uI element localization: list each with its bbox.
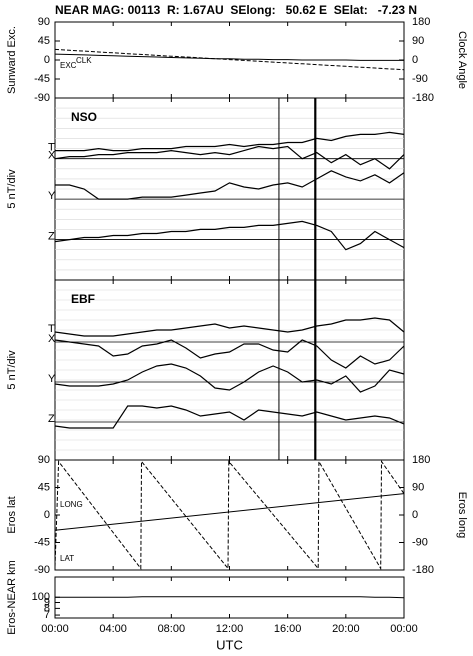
data-line (54, 339, 405, 369)
y2-tick-label: 0 (412, 509, 418, 521)
panel-frame (54, 459, 405, 571)
data-line (54, 145, 405, 170)
y-axis-label: Sunward Exc. (6, 26, 18, 94)
y-axis-label: Eros lat (6, 496, 18, 533)
y2-tick-label: -90 (412, 73, 428, 85)
y-tick-label: 45 (38, 481, 50, 493)
y-tick-label: 9 (44, 596, 50, 608)
y-tick-label: -45 (34, 73, 50, 85)
data-line (54, 405, 405, 429)
panel-label: NSO (71, 110, 97, 124)
panel-label: EBF (71, 292, 95, 306)
y-tick-label: 90 (38, 454, 50, 466)
y-tick-label: -90 (34, 92, 50, 104)
y-tick-label: 0 (44, 509, 50, 521)
y-tick-label: 100 (32, 591, 50, 603)
data-line (54, 220, 405, 251)
y-tick-label: -45 (34, 536, 50, 548)
data-line (54, 493, 405, 531)
series-label: Y (48, 190, 56, 202)
x-axis-label: UTC (216, 637, 243, 652)
y-tick-label: -90 (34, 564, 50, 576)
y2-tick-label: -180 (412, 564, 434, 576)
y2-tick-label: 180 (412, 16, 430, 28)
y2-tick-label: 180 (412, 454, 430, 466)
y-tick-label: 0 (44, 54, 50, 66)
x-tick-label: 04:00 (99, 623, 127, 635)
x-tick-label: 00:00 (41, 623, 69, 635)
chart-title: NEAR MAG: 00113 R: 1.67AU SElong: 50.62 … (55, 3, 417, 17)
x-tick-label: 08:00 (158, 623, 186, 635)
series-label: X (48, 150, 56, 162)
data-line (54, 459, 405, 571)
y2-tick-label: 90 (412, 35, 424, 47)
series-label: Z (48, 230, 55, 242)
data-line (54, 317, 405, 337)
data-line (55, 596, 405, 599)
y-axis-label: Eros-NEAR km (6, 560, 18, 635)
series-label: LAT (60, 554, 74, 563)
y-tick-label: 8 (44, 602, 50, 614)
data-line (54, 53, 404, 61)
y-axis-label: 5 nT/div (6, 350, 18, 390)
series-label: CLK (76, 56, 92, 65)
series-label: LONG (60, 500, 83, 509)
series-label: Z (48, 413, 55, 425)
series-label: Y (48, 373, 56, 385)
y2-tick-label: -180 (412, 92, 434, 104)
data-line (55, 131, 405, 152)
x-tick-label: 12:00 (216, 623, 244, 635)
y-tick-label: 7 (44, 609, 50, 621)
series-label: T (48, 141, 55, 153)
data-line (54, 48, 405, 71)
y2-axis-label: Clock Angle (456, 31, 468, 89)
y2-axis-label: Eros long (456, 492, 468, 538)
y-tick-label: 90 (38, 16, 50, 28)
data-line (55, 170, 405, 200)
x-tick-label: 00:00 (390, 623, 418, 635)
y-tick-label: 45 (38, 35, 50, 47)
series-label: X (48, 333, 56, 345)
data-line (54, 363, 405, 393)
x-tick-label: 20:00 (332, 623, 360, 635)
x-tick-label: 16:00 (274, 623, 302, 635)
y-axis-label: 5 nT/div (6, 169, 18, 209)
series-label: T (48, 323, 55, 335)
y2-tick-label: -90 (412, 536, 428, 548)
series-label: EXC (60, 61, 77, 70)
y2-tick-label: 90 (412, 481, 424, 493)
y2-tick-label: 0 (412, 54, 418, 66)
